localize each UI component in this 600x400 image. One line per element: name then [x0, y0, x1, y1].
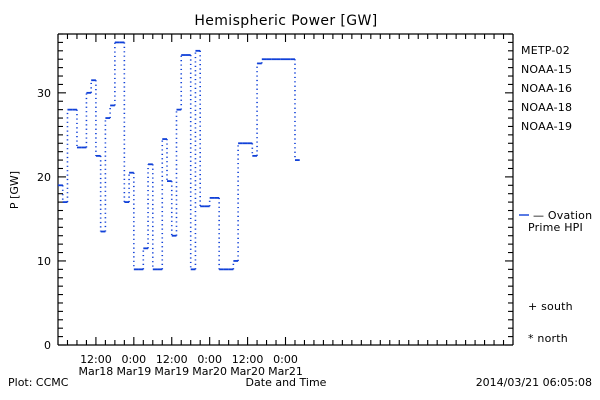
legend-ovation-prime-hpi: — Ovation Prime HPI: [519, 209, 592, 234]
y-tick-label: 30: [37, 87, 51, 100]
legend-item-noaa-19[interactable]: NOAA-19: [521, 120, 572, 133]
x-tick-label-date: Mar21: [268, 365, 303, 378]
plot-credit: Plot: CCMC: [8, 376, 69, 389]
x-axis-caption: Date and Time: [246, 376, 327, 389]
x-tick-label-time: 12:00: [232, 353, 264, 366]
x-tick-label-time: 12:00: [156, 353, 188, 366]
legend-item-metp-02[interactable]: METP-02: [521, 44, 570, 57]
x-tick-label-date: Mar20: [192, 365, 227, 378]
y-axis-tick-labels: 0 10 20 30: [37, 87, 51, 352]
data-series-ovation-prime-hpi: [58, 41, 300, 271]
legend-ovation-label-line1: — Ovation: [533, 209, 592, 222]
y-axis-ticks: [58, 33, 513, 346]
y-tick-label: 20: [37, 171, 51, 184]
y-tick-label: 0: [44, 339, 51, 352]
x-tick-label-date: Mar19: [116, 365, 151, 378]
y-tick-label: 10: [37, 255, 51, 268]
x-tick-label-date: Mar20: [230, 365, 265, 378]
legend-ovation-label-line2: Prime HPI: [528, 221, 583, 234]
x-axis-tick-labels: 12:00Mar180:00Mar1912:00Mar190:00Mar2012…: [79, 353, 303, 378]
legend-item-noaa-18[interactable]: NOAA-18: [521, 101, 572, 114]
page-title: Hemispheric Power [GW]: [194, 13, 377, 29]
timestamp: 2014/03/21 06:05:08: [476, 376, 592, 389]
x-axis-ticks: [57, 34, 514, 345]
x-tick-label-time: 0:00: [121, 353, 146, 366]
legend-south-label: + south: [528, 300, 573, 313]
x-tick-label-time: 12:00: [80, 353, 112, 366]
x-tick-label-date: Mar19: [154, 365, 189, 378]
x-tick-label-date: Mar18: [79, 365, 114, 378]
legend-north-label: * north: [528, 332, 568, 345]
legend-item-noaa-15[interactable]: NOAA-15: [521, 63, 572, 76]
legend: METP-02 NOAA-15 NOAA-16 NOAA-18 NOAA-19: [521, 44, 572, 133]
y-axis-label: P [GW]: [8, 171, 21, 209]
legend-item-noaa-16[interactable]: NOAA-16: [521, 82, 572, 95]
x-tick-label-time: 0:00: [197, 353, 222, 366]
x-tick-label-time: 0:00: [273, 353, 298, 366]
